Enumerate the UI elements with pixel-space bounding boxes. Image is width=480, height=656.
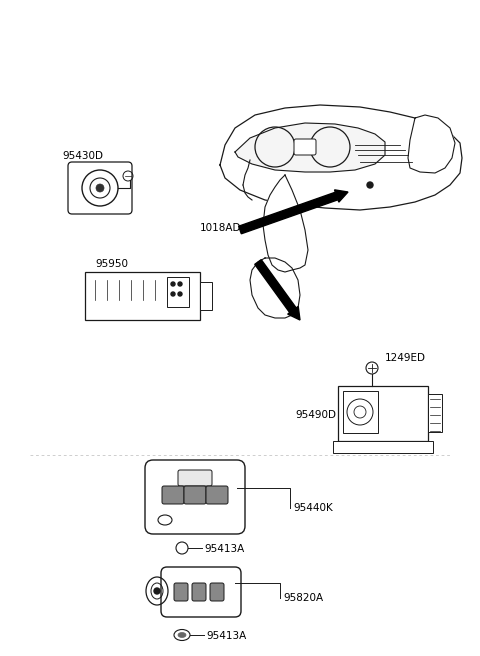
Text: 95440K: 95440K: [293, 503, 333, 513]
FancyArrow shape: [255, 260, 300, 320]
Text: 95490D: 95490D: [295, 410, 336, 420]
Bar: [343, 391, 378, 433]
Text: 1018AD: 1018AD: [200, 223, 241, 233]
FancyBboxPatch shape: [206, 486, 228, 504]
FancyArrow shape: [239, 190, 348, 234]
Text: 1249ED: 1249ED: [385, 353, 426, 363]
FancyBboxPatch shape: [294, 139, 316, 155]
Circle shape: [178, 292, 182, 296]
Circle shape: [171, 282, 175, 286]
FancyBboxPatch shape: [68, 162, 132, 214]
Bar: [85, 272, 200, 320]
Polygon shape: [220, 105, 462, 210]
Circle shape: [178, 282, 182, 286]
Circle shape: [154, 588, 160, 594]
Bar: [333, 441, 433, 453]
Text: 95413A: 95413A: [206, 631, 246, 641]
Circle shape: [171, 292, 175, 296]
Ellipse shape: [178, 632, 186, 638]
Text: 95820A: 95820A: [283, 593, 323, 603]
FancyBboxPatch shape: [174, 583, 188, 601]
Circle shape: [96, 184, 104, 192]
FancyBboxPatch shape: [184, 486, 206, 504]
Polygon shape: [408, 115, 455, 173]
FancyBboxPatch shape: [161, 567, 241, 617]
Circle shape: [367, 182, 373, 188]
FancyBboxPatch shape: [162, 486, 184, 504]
Text: 95413A: 95413A: [204, 544, 244, 554]
FancyBboxPatch shape: [145, 460, 245, 534]
FancyBboxPatch shape: [178, 470, 212, 486]
Bar: [167, 277, 189, 307]
Text: 95430D: 95430D: [62, 151, 103, 161]
Bar: [200, 282, 212, 310]
Polygon shape: [250, 258, 300, 318]
FancyBboxPatch shape: [192, 583, 206, 601]
Polygon shape: [235, 123, 385, 172]
FancyBboxPatch shape: [210, 583, 224, 601]
Polygon shape: [263, 175, 308, 272]
Text: 95950: 95950: [95, 259, 128, 269]
Bar: [338, 386, 428, 441]
Bar: [428, 394, 442, 432]
